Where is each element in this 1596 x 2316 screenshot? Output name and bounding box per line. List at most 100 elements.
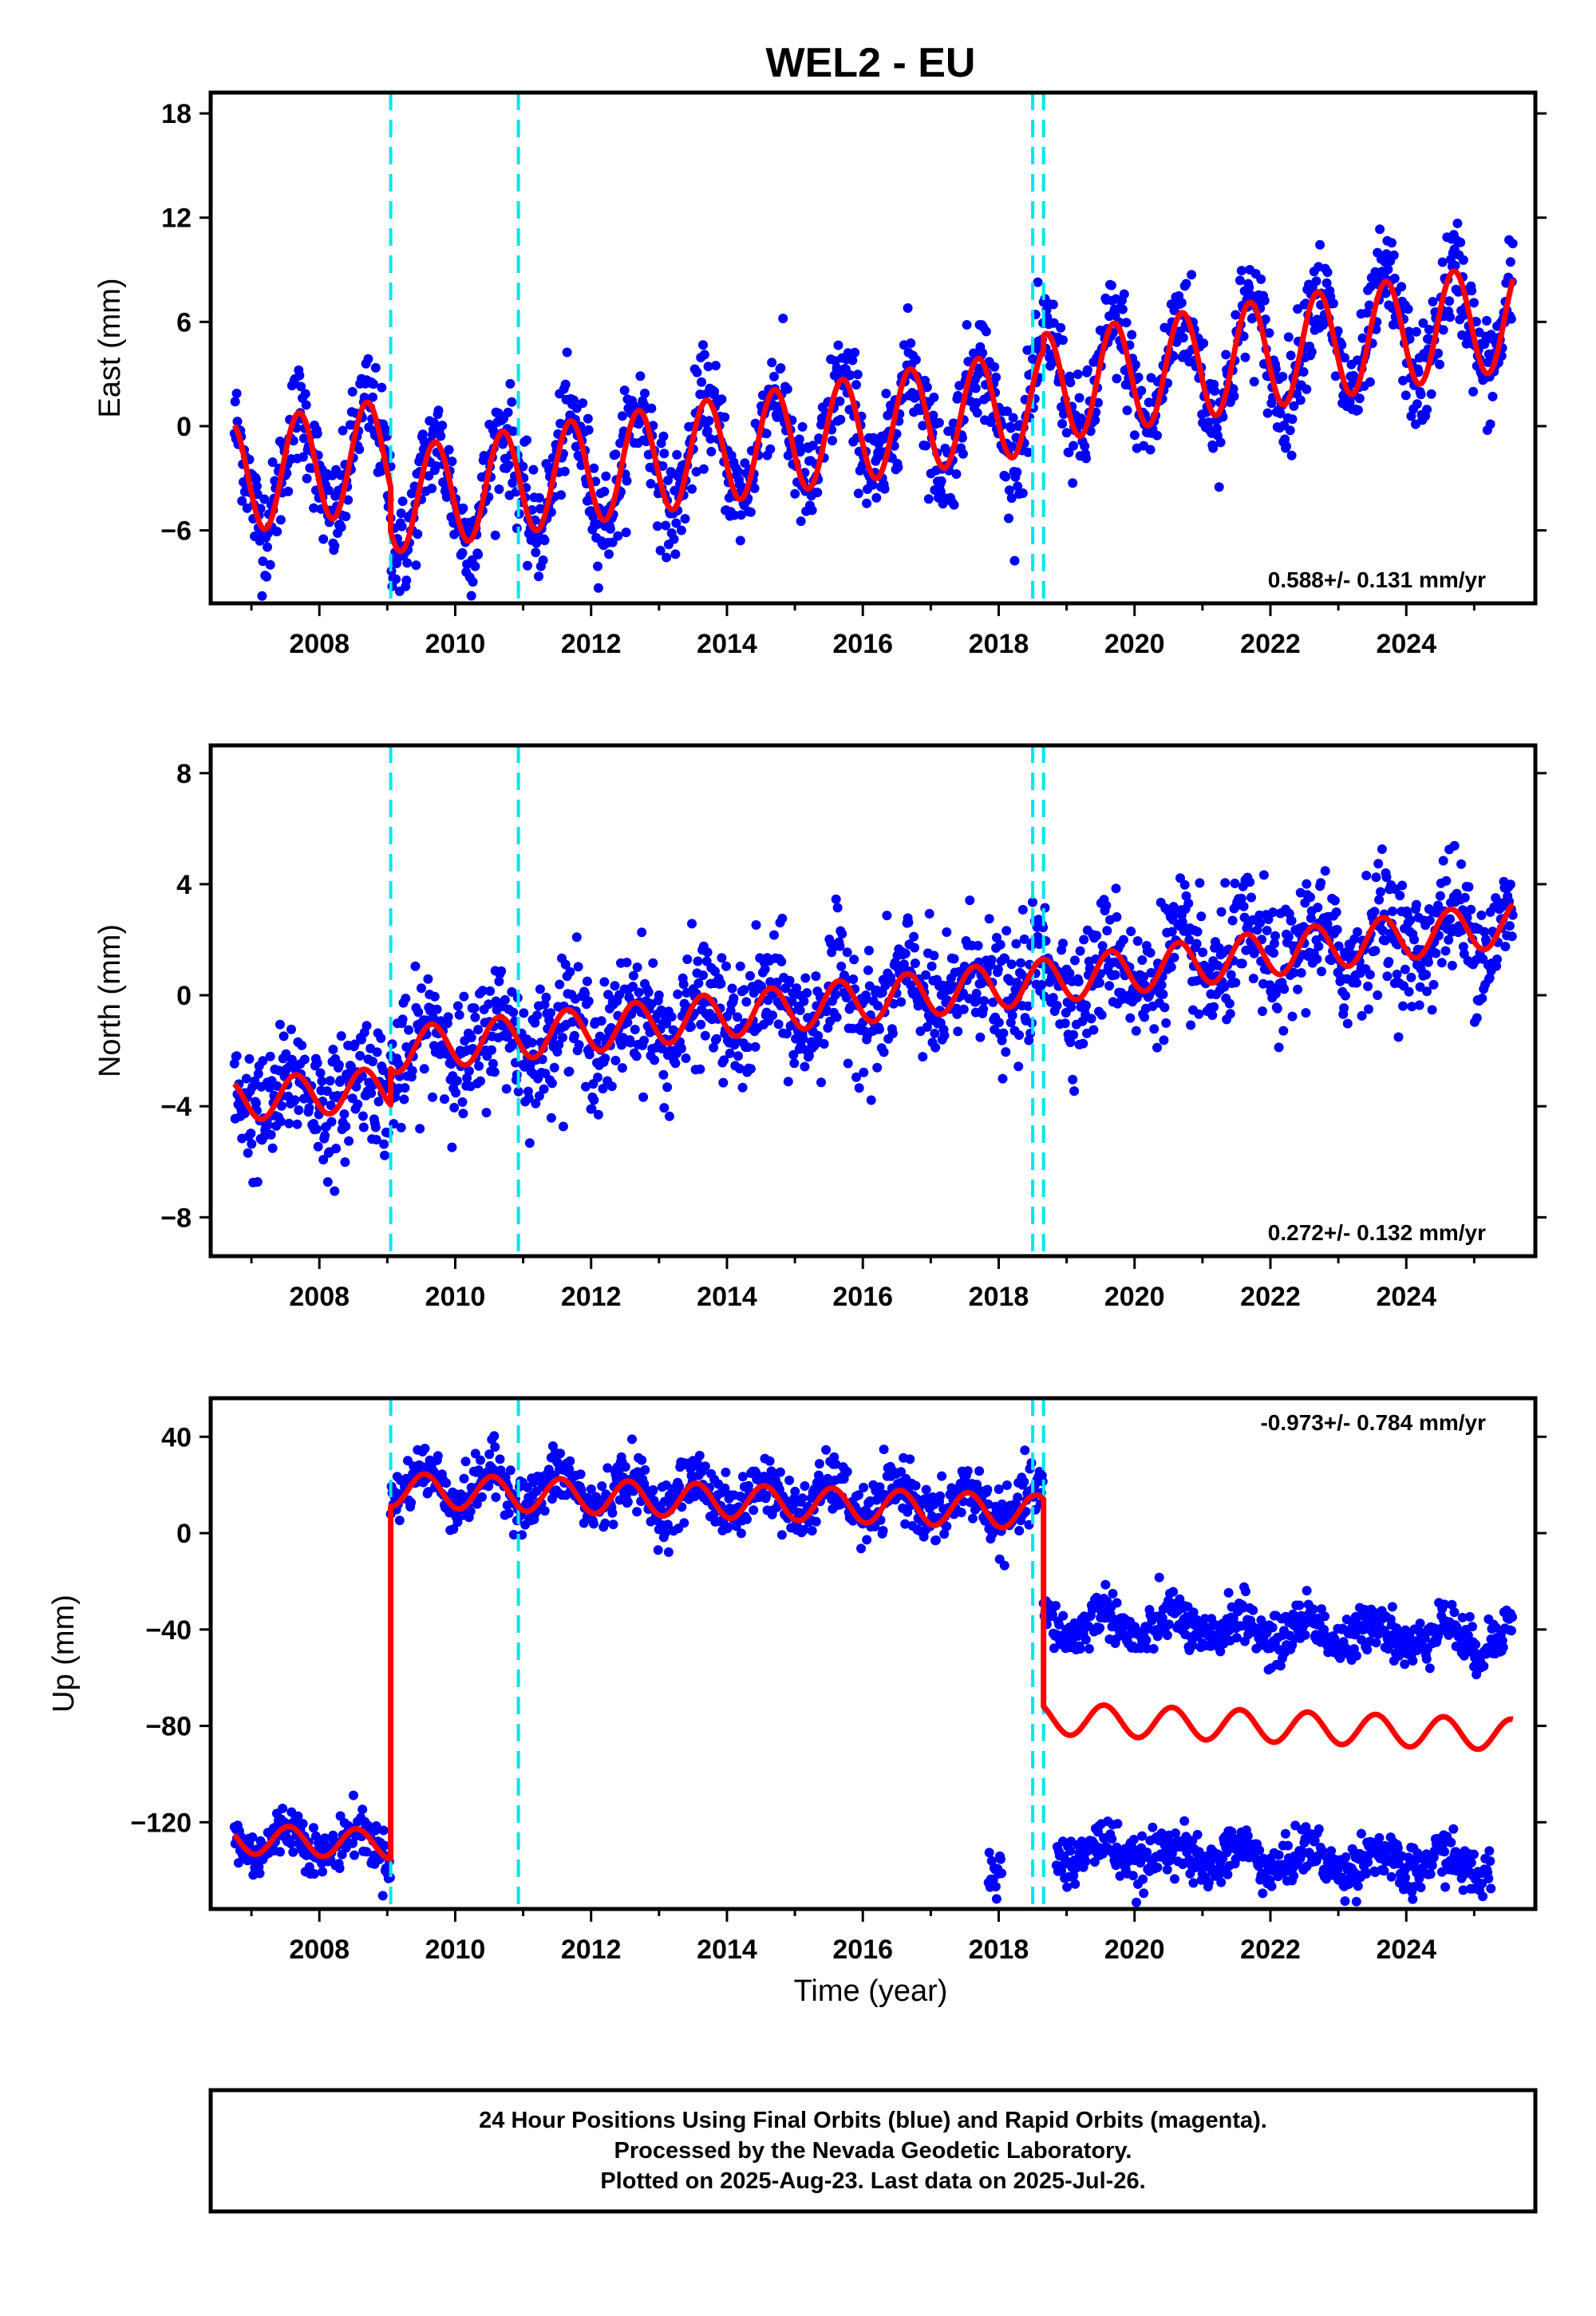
north-point	[429, 991, 440, 1002]
east-point	[672, 449, 682, 460]
north-point	[311, 1124, 322, 1134]
north-point	[735, 961, 745, 971]
up-point	[1112, 1598, 1122, 1608]
north-point	[582, 976, 592, 986]
north-point	[423, 974, 433, 984]
east-point	[923, 494, 934, 504]
east-point	[670, 549, 681, 559]
up-point	[662, 1520, 673, 1530]
east-point	[1136, 385, 1147, 396]
north-point	[571, 932, 582, 943]
north-point	[353, 1099, 363, 1109]
north-point	[631, 1051, 642, 1061]
east-point	[583, 425, 594, 435]
north-point	[1409, 935, 1420, 945]
north-point	[1353, 927, 1362, 937]
up-point	[900, 1519, 911, 1529]
north-point	[727, 983, 737, 994]
east-point	[1002, 406, 1013, 417]
north-point	[1466, 904, 1476, 915]
north-point	[831, 894, 841, 904]
east-point	[893, 462, 903, 472]
east-point	[605, 524, 615, 534]
north-point	[832, 1012, 842, 1022]
east-point	[555, 418, 566, 429]
up-point	[1014, 1526, 1025, 1535]
east-point	[1152, 430, 1162, 441]
east-point	[318, 534, 329, 544]
east-point	[646, 403, 657, 413]
north-point	[272, 1081, 282, 1091]
east-point	[617, 411, 627, 421]
east-point	[953, 390, 963, 401]
north-point	[290, 1095, 300, 1105]
north-point	[993, 964, 1003, 974]
north-point	[784, 975, 795, 986]
east-point	[534, 492, 544, 503]
up-point	[994, 1484, 1004, 1494]
east-point	[1375, 224, 1385, 235]
panel-north: 2008 2010 2012 2014 2016 2018 2020 2022 2024−8−4…	[93, 743, 1547, 1312]
up-point	[622, 1497, 633, 1507]
north-point	[1191, 939, 1202, 949]
up-point	[1168, 1587, 1179, 1597]
north-point	[979, 996, 990, 1006]
up-point	[721, 1467, 731, 1477]
north-point	[263, 1120, 273, 1130]
up-point	[1329, 1634, 1340, 1644]
north-point	[1326, 955, 1337, 966]
east-point	[323, 485, 334, 496]
east-point	[363, 354, 373, 364]
east-point	[1005, 423, 1016, 433]
east-point	[745, 507, 756, 517]
north-point	[1263, 915, 1274, 924]
up-point	[842, 1467, 852, 1477]
north-point	[1414, 1000, 1424, 1010]
east-x-tick-label: 2010	[425, 629, 486, 659]
east-point	[341, 512, 351, 522]
north-point	[1237, 958, 1247, 969]
north-point	[637, 927, 647, 938]
east-point	[1411, 326, 1421, 337]
up-point	[911, 1480, 921, 1491]
east-point	[1438, 325, 1448, 335]
north-point	[372, 1047, 382, 1057]
north-point	[1096, 1010, 1107, 1020]
north-point	[1500, 942, 1511, 951]
east-point	[1467, 286, 1477, 296]
east-point	[881, 389, 891, 399]
north-point	[265, 1051, 275, 1061]
north-point	[634, 987, 644, 998]
east-point	[1074, 393, 1084, 403]
east-point	[1412, 399, 1422, 409]
north-point	[253, 1069, 263, 1079]
east-y-tick-label: 0	[176, 412, 192, 442]
north-point	[452, 1076, 462, 1086]
north-y-tick-label: 0	[176, 981, 192, 1011]
east-point	[1345, 397, 1355, 407]
east-point	[369, 379, 378, 389]
up-point	[905, 1454, 915, 1464]
north-point	[709, 1042, 719, 1053]
east-point	[1068, 478, 1078, 488]
north-point	[696, 1019, 706, 1030]
east-point	[1400, 390, 1411, 401]
up-point	[1092, 1592, 1102, 1603]
up-point	[737, 1472, 748, 1482]
east-point	[490, 530, 500, 540]
up-point	[736, 1528, 746, 1539]
north-point	[600, 1053, 610, 1064]
north-point	[350, 1039, 360, 1049]
up-point	[406, 1497, 417, 1508]
east-point	[528, 464, 539, 475]
up-point	[939, 1529, 950, 1539]
north-point	[1279, 984, 1290, 994]
east-point	[1176, 298, 1187, 308]
east-point	[1322, 267, 1333, 278]
east-point	[1396, 282, 1407, 292]
north-point	[799, 996, 809, 1006]
north-point	[1060, 1018, 1070, 1029]
up-point	[968, 1513, 978, 1524]
up-point	[1058, 1611, 1069, 1621]
